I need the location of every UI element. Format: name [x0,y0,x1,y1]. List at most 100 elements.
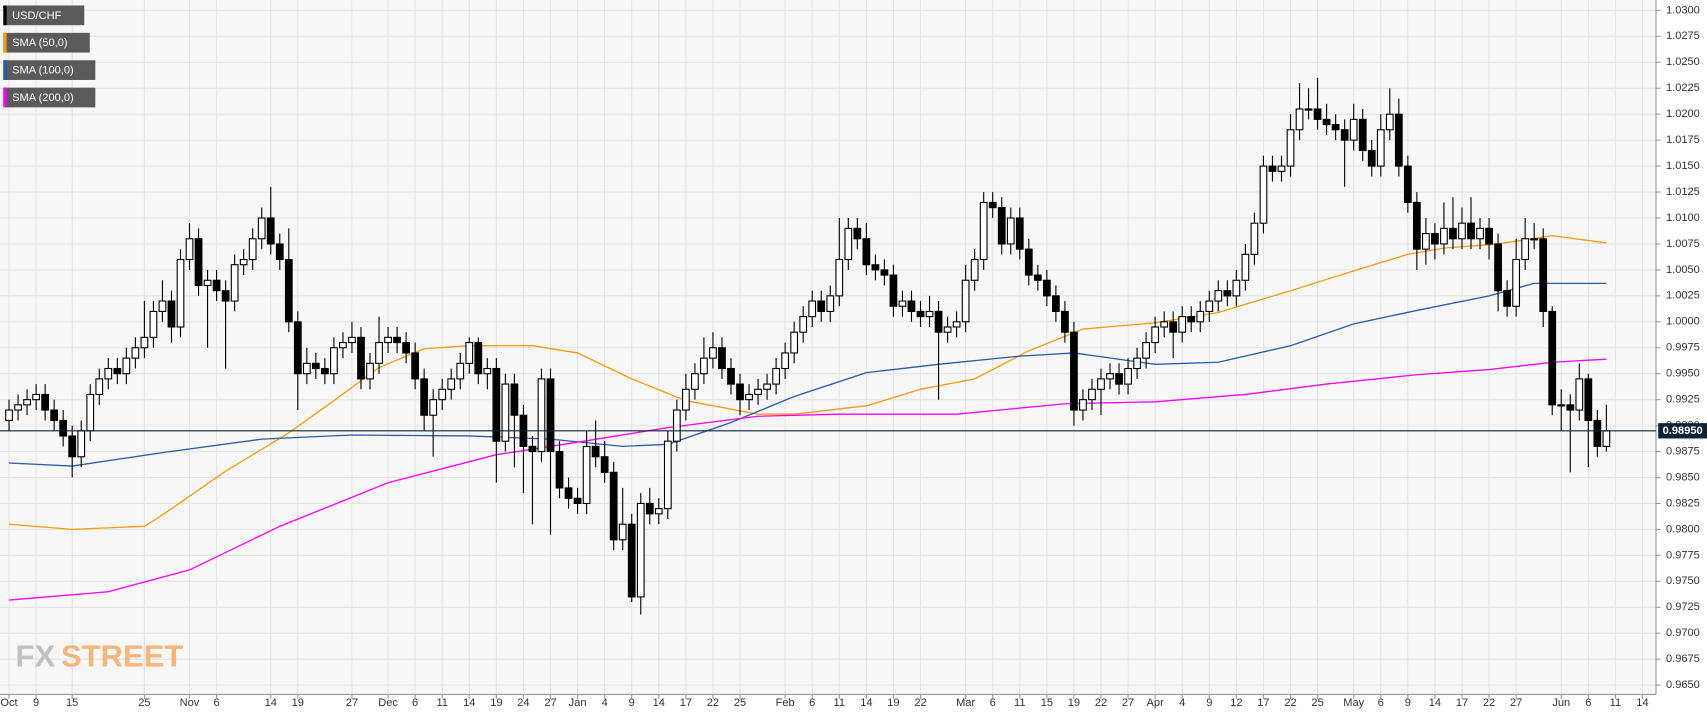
last-price-label: 0.98950 [1663,425,1703,437]
candle-body [627,523,636,598]
candle-body [429,399,438,416]
candle-body [1033,274,1042,281]
legend-swatch [3,60,7,80]
y-tick-label: 1.0275 [1666,30,1700,42]
y-tick-label: 1.0150 [1666,160,1700,172]
x-tick-label: 17 [680,697,692,709]
candle-body [1403,165,1412,203]
candle-body [113,367,122,375]
y-tick-label: 1.0300 [1666,4,1700,16]
x-tick-label: 6 [809,697,815,709]
candle-body [131,347,140,359]
candle-body [546,378,555,453]
candle-body [510,383,519,416]
y-tick-label: 1.0025 [1666,290,1700,302]
candle-body [384,336,392,344]
candle-body [1042,279,1051,297]
x-tick-label: 27 [544,697,556,709]
legend-box [3,87,96,108]
candle-body [185,238,194,261]
legend-box [3,5,85,26]
x-tick-label: 19 [1068,697,1080,709]
x-tick-label: 24 [517,697,529,709]
candle-body [1521,238,1530,261]
candle-body [1169,321,1178,333]
candle-body [1548,310,1557,406]
candle-body [501,383,510,442]
candle-body [239,258,248,266]
candle-body [853,227,862,240]
x-tick-label: 22 [914,697,926,709]
x-tick-label: 14 [463,697,475,709]
candle-body [411,352,420,380]
candle-body [483,367,492,375]
x-tick-label: 6 [1378,697,1384,709]
candle-body [889,274,898,307]
candle-body [1349,118,1358,141]
candle-body [23,399,31,406]
x-tick-label: 27 [346,697,358,709]
candle-body [645,502,654,515]
candle-body [492,367,501,442]
y-tick-label: 1.0125 [1666,186,1700,198]
candle-body [871,264,880,271]
candle-body [1015,217,1024,250]
y-tick-label: 1.0000 [1666,316,1700,328]
candle-body [257,217,266,240]
y-tick-label: 0.9675 [1666,653,1700,665]
candle-body [1358,118,1367,152]
legend-label: SMA (50,0) [12,37,67,49]
candle-body [970,258,979,281]
legend-swatch [3,5,7,26]
x-tick-label: 11 [436,697,447,709]
candle-body [1160,321,1169,328]
candle-body [1584,378,1593,421]
candle-body [348,336,356,344]
candle-body [1024,248,1033,276]
x-tick-label: 19 [292,697,304,709]
x-tick-label: 14 [1636,697,1648,709]
y-tick-label: 1.0075 [1666,238,1700,250]
candle-body [681,388,690,411]
candle-body [591,445,600,458]
x-tick-label: Jun [1552,697,1570,709]
x-tick-label: 22 [1095,697,1107,709]
candle-body [1151,326,1160,344]
x-tick-label: 15 [66,697,78,709]
y-tick-label: 0.9775 [1666,549,1700,561]
candle-body [781,352,790,370]
candle-body [293,321,302,375]
candle-body [1259,165,1268,224]
candle-body [1512,258,1521,307]
candle-body [1097,378,1105,390]
candle-body [988,201,997,209]
legend-label: USD/CHF [12,10,61,22]
candle-body [212,279,221,292]
candle-body [1079,399,1087,411]
x-tick-label: 14 [1429,697,1441,709]
candle-body [727,367,735,385]
candle-body [709,347,717,359]
candle-body [880,269,889,276]
y-tick-label: 1.0200 [1666,108,1700,120]
candle-body [952,321,961,328]
x-tick-label: 22 [1483,697,1495,709]
candle-body [618,523,627,541]
sma-line [8,282,1607,467]
candle-body [654,508,663,515]
logo-fx: FX [16,639,56,674]
x-tick-label: 14 [265,697,277,709]
candle-body [1575,378,1584,411]
x-tick-label: Nov [180,697,200,709]
candle-body [1539,238,1548,312]
x-tick-label: 9 [1206,697,1212,709]
last-price-box [1658,423,1707,439]
candle-body [77,430,86,458]
candle-body [1070,331,1078,411]
candle-body [32,393,40,401]
x-tick-label: 22 [1284,697,1296,709]
candle-body [1440,227,1448,245]
y-tick-label: 0.9950 [1666,368,1700,380]
candle-body [1088,388,1096,401]
y-tick-label: 0.9725 [1666,601,1700,613]
